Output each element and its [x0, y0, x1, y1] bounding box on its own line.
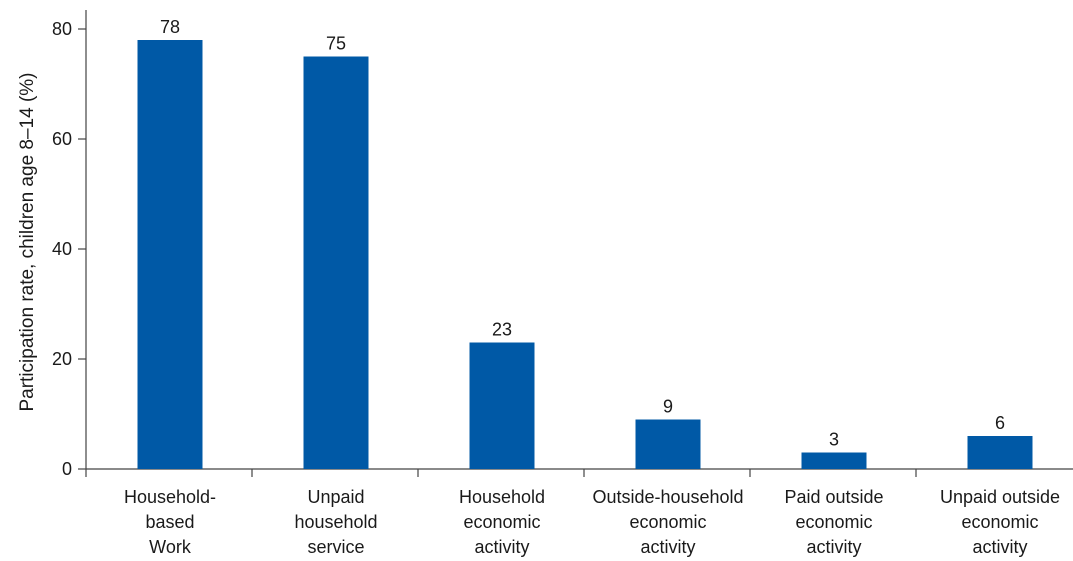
x-category-label: Household [459, 487, 545, 507]
bar-value-label: 75 [326, 34, 346, 54]
x-category-label: economic [463, 512, 540, 532]
bar [469, 342, 535, 469]
bar [967, 436, 1033, 469]
x-category-label: Outside-household [592, 487, 743, 507]
x-category-label: household [294, 512, 377, 532]
x-category-label: based [145, 512, 194, 532]
y-tick-label: 0 [62, 459, 72, 479]
x-category-label: economic [795, 512, 872, 532]
y-tick-label: 20 [52, 349, 72, 369]
bar [635, 419, 701, 469]
bar-value-label: 9 [663, 397, 673, 417]
y-axis-title: Participation rate, children age 8–14 (%… [17, 72, 38, 411]
bar [303, 56, 369, 469]
bars [137, 40, 1033, 469]
x-category-label: economic [961, 512, 1038, 532]
bar-value-label: 78 [160, 17, 180, 37]
x-category-label: Unpaid outside [940, 487, 1060, 507]
x-category-label: Household- [124, 487, 216, 507]
x-category-label: service [307, 537, 364, 557]
axes [85, 10, 1073, 470]
x-category-label: activity [474, 537, 529, 557]
x-axis-ticks: Household-based Work Unpaid household servic… [85, 469, 1060, 557]
y-tick-label: 40 [52, 239, 72, 259]
y-tick-label: 60 [52, 129, 72, 149]
bar [801, 452, 867, 469]
x-category-label: Paid outside [784, 487, 883, 507]
x-category-label: activity [972, 537, 1027, 557]
x-category-label: activity [806, 537, 861, 557]
bar-value-label: 6 [995, 413, 1005, 433]
x-category-label: activity [640, 537, 695, 557]
y-tick-label: 80 [52, 19, 72, 39]
x-category-label: economic [629, 512, 706, 532]
x-category-label: Work [149, 537, 192, 557]
bar-value-label: 23 [492, 320, 512, 340]
x-category-label: Unpaid [307, 487, 364, 507]
value-labels: 78 75 23 9 3 6 [160, 17, 1005, 450]
bar-value-label: 3 [829, 430, 839, 450]
bar [137, 40, 203, 469]
y-axis-ticks: 0 20 40 60 80 [52, 19, 86, 479]
